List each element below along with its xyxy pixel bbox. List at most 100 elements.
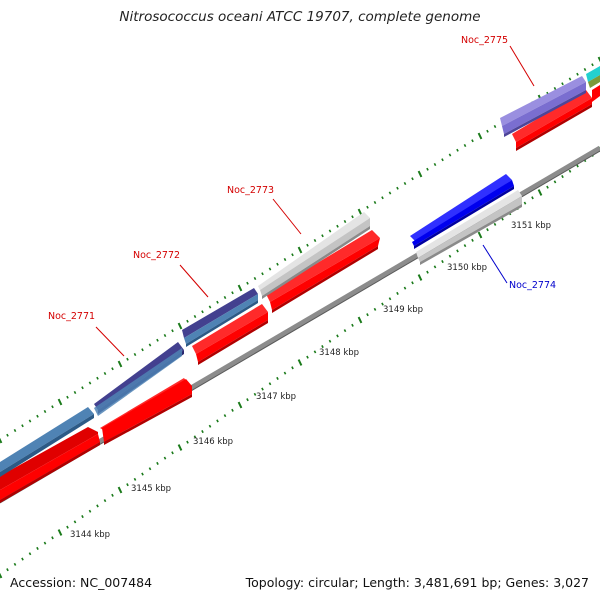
minor-tick xyxy=(148,343,152,347)
cds-arrow-noc-2772[interactable] xyxy=(192,304,268,365)
minor-tick xyxy=(531,196,534,200)
minor-tick xyxy=(553,86,557,91)
major-tick xyxy=(357,316,363,324)
major-tick xyxy=(0,437,3,444)
feature-label-noc-2773[interactable]: Noc_2773 xyxy=(227,185,302,235)
cds-arrow-noc-2775[interactable] xyxy=(512,85,600,151)
svg-text:Noc_2772: Noc_2772 xyxy=(133,250,180,261)
minor-tick xyxy=(426,167,429,171)
cds-arrow-noc-2774[interactable] xyxy=(410,174,514,249)
major-tick xyxy=(597,56,600,63)
svg-text:Noc_2774: Noc_2774 xyxy=(509,280,556,291)
minor-tick xyxy=(231,291,234,295)
minor-tick xyxy=(366,205,369,209)
feature-label-noc-2772[interactable]: Noc_2772 xyxy=(133,250,209,298)
minor-tick xyxy=(591,63,594,67)
minor-tick xyxy=(583,67,587,72)
minor-tick xyxy=(231,408,234,412)
minor-tick xyxy=(403,181,407,186)
major-tick xyxy=(177,444,183,451)
minor-tick xyxy=(66,525,69,529)
major-tick xyxy=(477,132,483,140)
svg-text:Noc_2771: Noc_2771 xyxy=(48,311,95,322)
major-tick xyxy=(417,170,423,178)
minor-tick xyxy=(486,228,489,232)
cds-arrow-noc-2773[interactable] xyxy=(266,230,380,313)
minor-tick xyxy=(283,257,287,262)
minor-tick xyxy=(163,456,167,460)
minor-tick xyxy=(171,451,174,455)
cog-band-noc-2775[interactable] xyxy=(500,66,600,137)
minor-tick xyxy=(411,281,414,285)
cog-band-noc-2773[interactable] xyxy=(258,212,370,299)
minor-tick xyxy=(448,254,452,258)
feature-label-noc-2771[interactable]: Noc_2771 xyxy=(48,311,125,357)
minor-tick xyxy=(103,499,107,503)
minor-tick xyxy=(43,409,47,414)
minor-tick xyxy=(291,253,294,257)
minor-tick xyxy=(366,313,369,317)
minor-tick xyxy=(126,357,129,361)
scale-label: 3145 kbp xyxy=(131,484,171,494)
scale-label: 3148 kbp xyxy=(319,348,359,358)
minor-tick xyxy=(351,323,354,327)
minor-tick xyxy=(6,433,9,437)
minor-tick xyxy=(208,305,212,309)
minor-tick xyxy=(111,367,114,371)
minor-tick xyxy=(201,310,204,314)
minor-tick xyxy=(351,215,354,219)
minor-tick xyxy=(133,352,137,357)
minor-tick xyxy=(463,143,467,148)
minor-tick xyxy=(381,302,384,306)
minor-tick xyxy=(561,82,564,86)
major-tick xyxy=(177,322,183,330)
minor-tick xyxy=(6,568,9,572)
minor-tick xyxy=(568,77,572,81)
minor-tick xyxy=(88,381,92,385)
cds-arrow-noc-2771[interactable] xyxy=(0,378,192,503)
minor-tick xyxy=(313,238,317,243)
svg-text:Noc_2775: Noc_2775 xyxy=(461,35,508,46)
minor-tick xyxy=(373,307,377,311)
minor-tick xyxy=(81,515,84,519)
feature-label-noc-2774[interactable]: Noc_2774 xyxy=(482,244,556,291)
minor-tick xyxy=(396,291,399,295)
minor-tick xyxy=(21,557,24,561)
minor-tick xyxy=(103,371,107,376)
minor-tick xyxy=(73,390,77,395)
outer-tick-ring xyxy=(0,56,600,444)
reverse-cds-track xyxy=(410,174,522,265)
minor-tick xyxy=(253,276,257,281)
minor-tick xyxy=(568,169,572,173)
minor-tick xyxy=(156,461,159,465)
minor-tick xyxy=(321,234,324,238)
minor-tick xyxy=(426,270,429,274)
cog-band-noc-2771[interactable] xyxy=(0,342,184,477)
major-tick xyxy=(477,231,483,239)
feature-label-noc-2775[interactable]: Noc_2775 xyxy=(461,35,535,87)
cog-band-noc-2774[interactable] xyxy=(416,190,522,265)
minor-tick xyxy=(36,414,39,418)
minor-tick xyxy=(208,424,212,428)
minor-tick xyxy=(546,185,549,189)
svg-text:Noc_2773: Noc_2773 xyxy=(227,185,274,196)
minor-tick xyxy=(448,153,452,157)
minor-tick xyxy=(96,504,99,508)
minor-tick xyxy=(223,295,227,300)
major-tick xyxy=(357,208,363,216)
major-tick xyxy=(0,572,3,579)
minor-tick xyxy=(81,386,84,390)
minor-tick xyxy=(111,493,114,497)
scale-label: 3144 kbp xyxy=(70,530,110,540)
major-tick xyxy=(537,189,543,196)
minor-tick xyxy=(441,158,444,162)
minor-tick xyxy=(313,350,317,354)
accession-text: Accession: NC_007484 xyxy=(10,575,153,590)
cog-band-noc-2772[interactable] xyxy=(182,288,258,347)
major-tick xyxy=(237,401,243,409)
minor-tick xyxy=(388,297,392,301)
minor-tick xyxy=(493,124,497,129)
feature-labels: Noc_2771 Noc_2772 Noc_2773 Noc_2774 Noc_… xyxy=(48,35,556,357)
minor-tick xyxy=(471,238,474,242)
